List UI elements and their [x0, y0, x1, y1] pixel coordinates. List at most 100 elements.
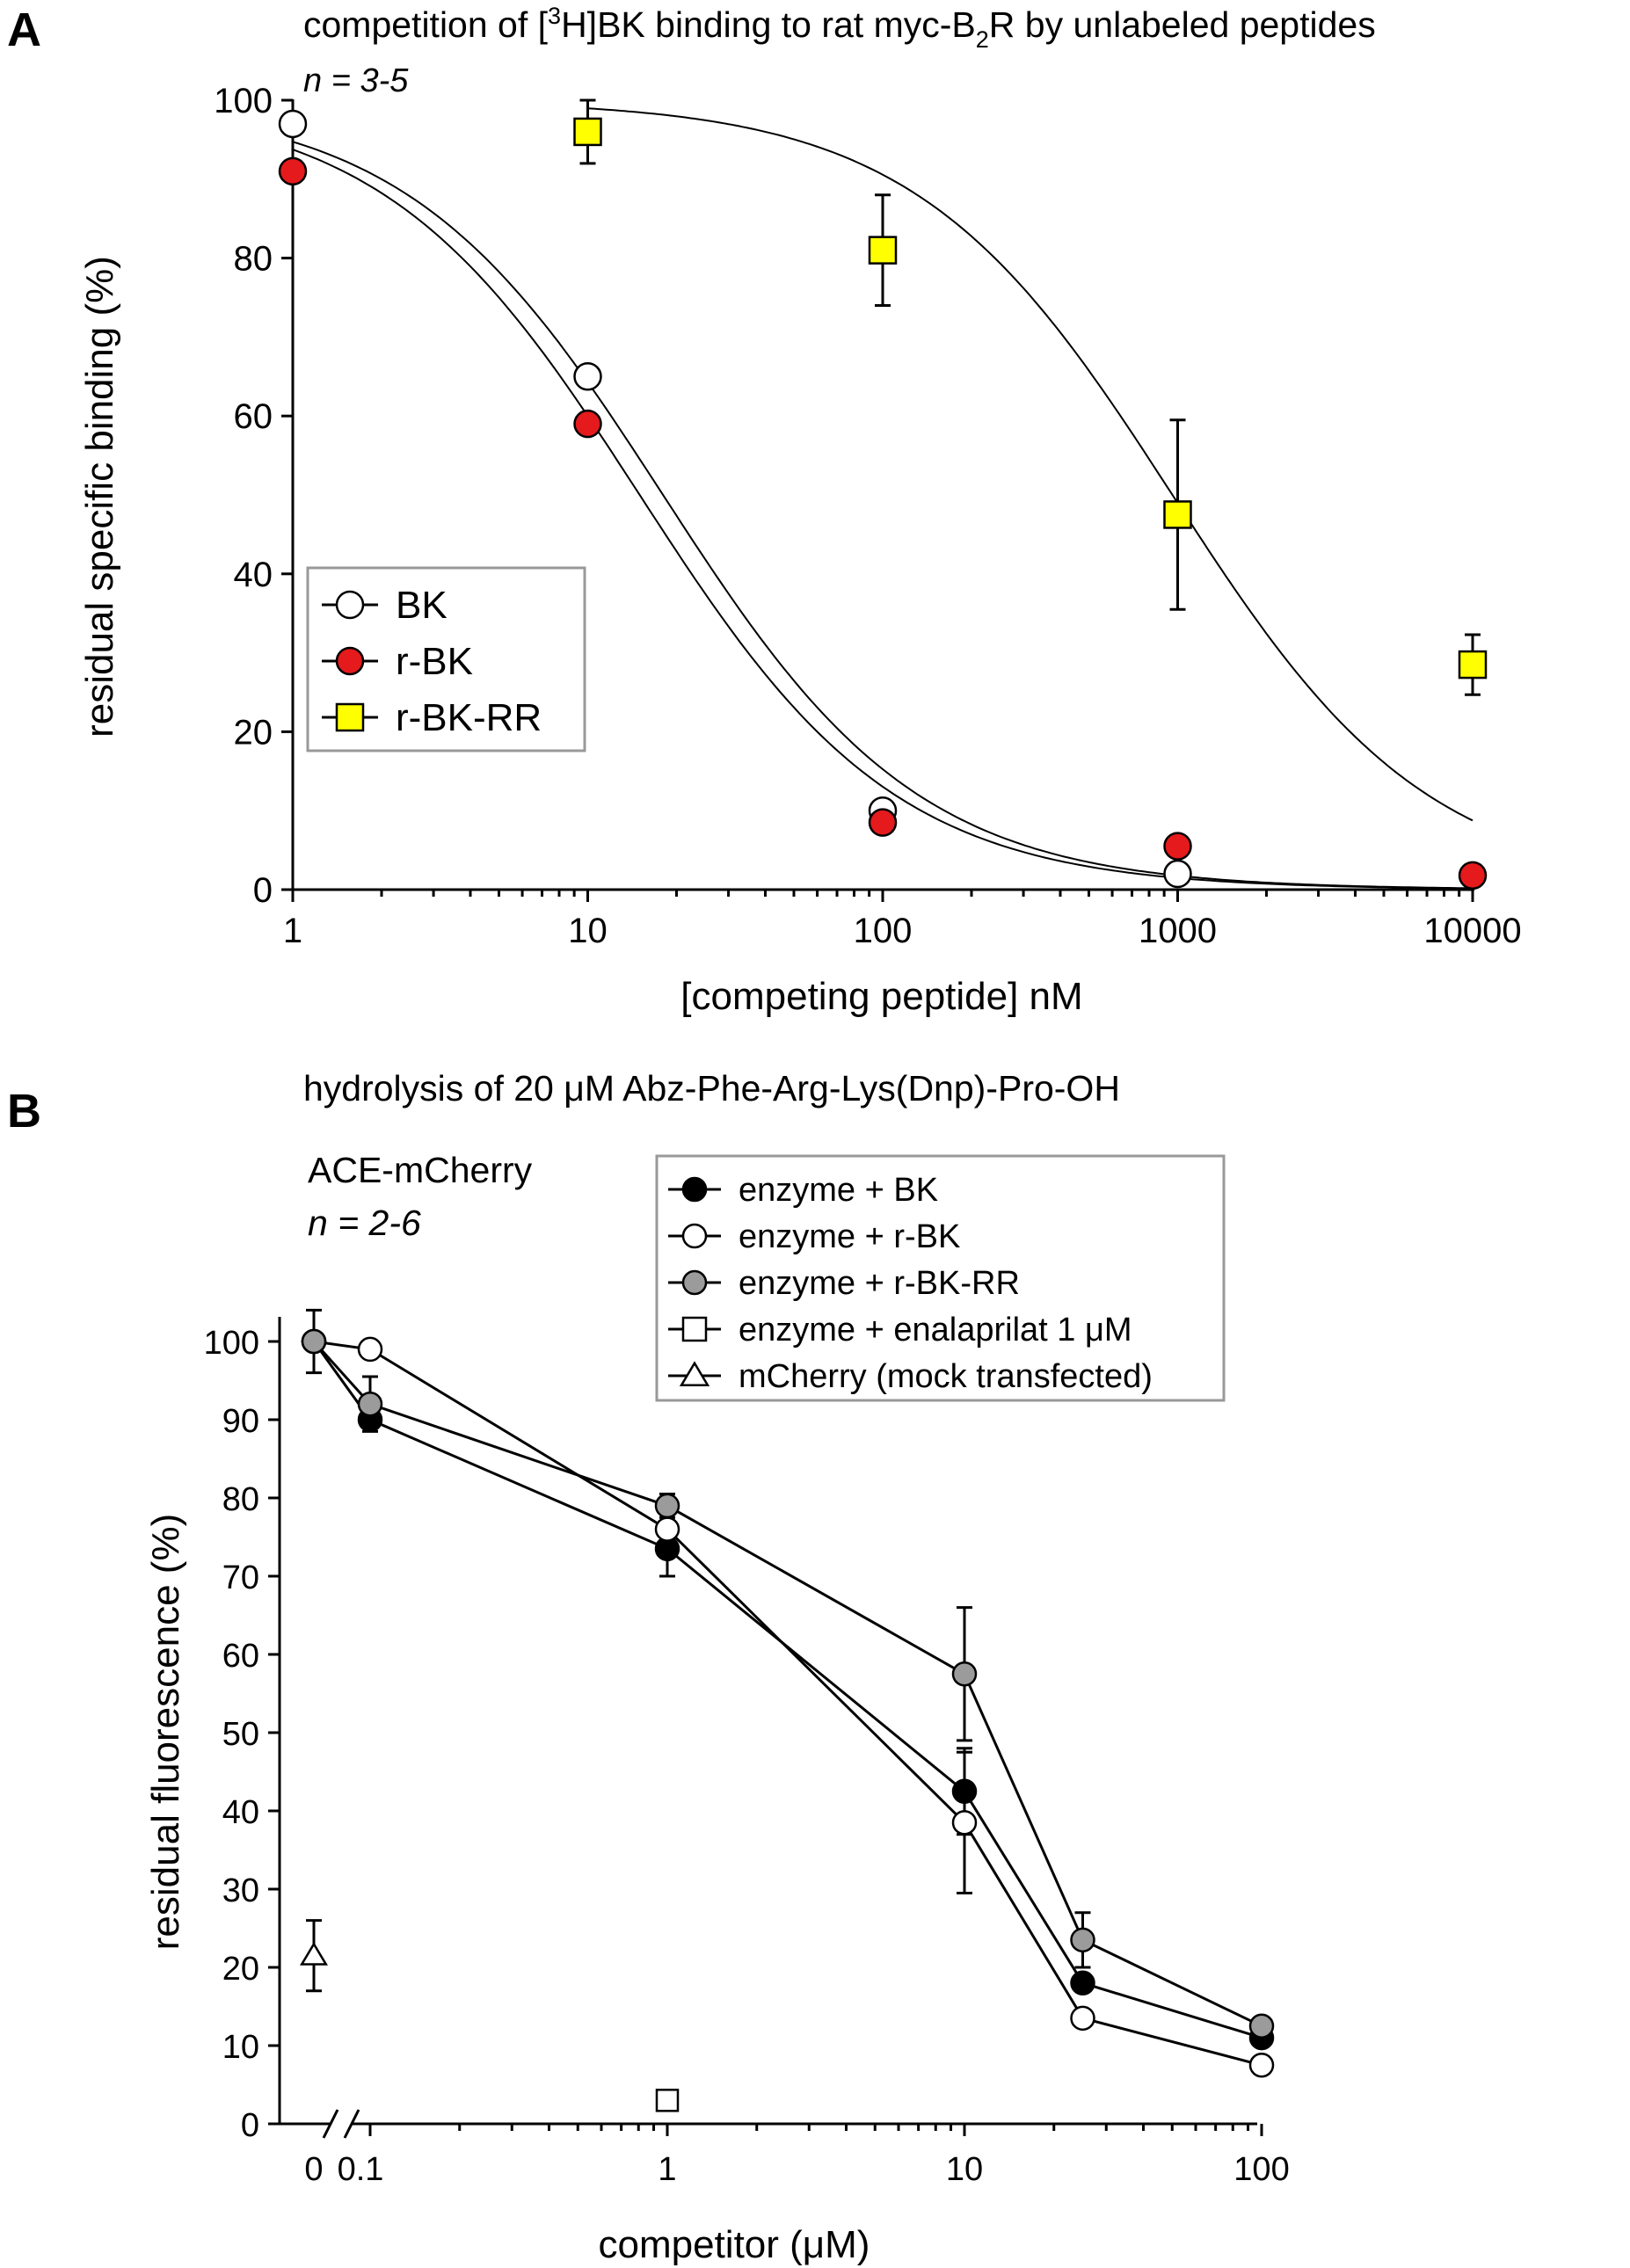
y-tick-label: 60 [222, 1638, 259, 1675]
panel-a-data-points [278, 109, 1488, 890]
panel-b-axis-break [322, 2109, 360, 2139]
fit-curve-r-bk [292, 149, 1474, 890]
data-point-enzyme-r-bk [951, 1810, 978, 1835]
legend-label: r-BK-RR [396, 696, 542, 739]
x-tick-label: 10 [946, 2151, 983, 2188]
legend-marker-bk [335, 590, 365, 620]
panel-b-legend-box [655, 1154, 1226, 1402]
y-tick-label: 0 [253, 871, 273, 910]
panel-a-title-sup: 3 [548, 3, 561, 29]
panel-a-error-bars [579, 98, 1481, 696]
data-point-enzyme-r-bk-rr [1248, 2013, 1275, 2039]
legend-label: enzyme + r-BK-RR [739, 1265, 1020, 1302]
panel-label-b: B [7, 1085, 41, 1138]
data-point-r-bk-rr [1163, 500, 1192, 529]
x-tick-label: 100 [1233, 2151, 1289, 2188]
panel-a-n-annotation: n = 3-5 [303, 62, 409, 99]
data-point-enzyme-r-bk-rr [357, 1391, 383, 1417]
panel-b-n-annotation: n = 2-6 [308, 1203, 421, 1243]
y-tick-label: 40 [222, 1794, 259, 1831]
panel-b-error-bars [306, 1308, 1091, 1993]
legend-marker-enzyme-r-bk [681, 1223, 708, 1249]
data-point-r-bk-rr [1458, 650, 1488, 680]
panel-b-annotation-enzyme: ACE-mCherry [308, 1150, 533, 1190]
y-tick-label: 30 [222, 1872, 259, 1909]
y-tick-label: 100 [214, 82, 273, 120]
data-point-bk [573, 362, 602, 391]
data-point-r-bk-rr [868, 236, 898, 265]
y-tick-label: 90 [222, 1403, 259, 1440]
legend-label: r-BK [396, 640, 473, 683]
panel-a-title-sub: 2 [976, 26, 989, 53]
x-tick-label: 100 [854, 912, 913, 950]
data-point-enzyme-bk [1070, 1970, 1095, 1996]
legend-marker-mcherry-mock-transfected [679, 1361, 710, 1386]
y-tick-label: 20 [234, 713, 273, 752]
series-line-enzyme-bk [312, 1341, 1263, 2039]
data-point-enzyme-r-bk-rr [654, 1493, 680, 1519]
legend-label: BK [396, 584, 448, 627]
y-tick-label: 80 [222, 1481, 259, 1518]
data-point-enzyme-r-bk-rr [301, 1328, 327, 1355]
legend-marker-enzyme-bk [681, 1176, 708, 1203]
data-point-r-bk [868, 808, 898, 837]
panel-label-a: A [7, 4, 41, 56]
fit-curve-r-bk-rr [587, 107, 1474, 822]
series-line-enzyme-r-bk-rr [312, 1340, 1263, 2028]
panel-a-title-part: competition of [ [303, 4, 549, 45]
panel-a-y-ticks: 0 20 40 60 80 100 [214, 82, 293, 910]
legend-marker-r-bk-rr [335, 702, 365, 732]
data-point-enzyme-r-bk-rr [1070, 1927, 1095, 1953]
data-point-enzyme-bk [951, 1778, 978, 1804]
data-point-r-bk [1163, 832, 1192, 861]
legend-label: mCherry (mock transfected) [739, 1358, 1153, 1395]
panel-b-axes [278, 1317, 1257, 2126]
y-tick-label: 70 [222, 1559, 259, 1596]
legend-label: enzyme + BK [739, 1172, 938, 1209]
x-tick-label: 10 [568, 912, 608, 950]
data-point-enzyme-r-bk [1248, 2053, 1275, 2078]
panel-a-x-axis-label: [competing peptide] nM [680, 975, 1082, 1018]
x-tick-label: 1000 [1139, 912, 1217, 950]
panel-a-title-part: R by unlabeled peptides [989, 4, 1376, 45]
panel-b-title: hydrolysis of 20 μM Abz-Phe-Arg-Lys(Dnp)… [303, 1068, 1120, 1109]
panel-b-y-ticks: 0 10 20 30 40 50 60 70 80 90 100 [204, 1325, 280, 2144]
panel-b-x-axis-label: competitor (μM) [599, 2223, 870, 2266]
data-point-r-bk [1458, 861, 1488, 890]
data-point-enzyme-r-bk [357, 1336, 383, 1363]
x-tick-label: 1 [283, 912, 302, 950]
panel-b-chart: hydrolysis of 20 μM Abz-Phe-Arg-Lys(Dnp)… [144, 1068, 1290, 2266]
data-point-bk [1163, 859, 1192, 889]
y-tick-label: 10 [222, 2029, 259, 2066]
x-tick-label: 10000 [1423, 912, 1521, 950]
data-point-enzyme-r-bk-rr [951, 1661, 978, 1687]
y-tick-label: 80 [234, 240, 273, 279]
y-tick-label: 100 [204, 1325, 259, 1362]
data-point-enzyme-enalaprilat-1-m [655, 2089, 680, 2112]
legend-marker-enzyme-enalaprilat-1-m [681, 1316, 708, 1342]
data-point-r-bk [573, 409, 602, 439]
panel-b-series-lines [312, 1340, 1263, 2067]
y-tick-label: 50 [222, 1716, 259, 1753]
legend-marker-r-bk [335, 646, 365, 676]
y-tick-label: 20 [222, 1951, 259, 1988]
panel-b-x-ticks: 0 0.1 1 10 100 [304, 2124, 1290, 2188]
panel-a-chart: competition of [3H]BK binding to rat myc… [78, 3, 1522, 1018]
legend-label: enzyme + r-BK [739, 1218, 960, 1255]
data-point-r-bk [278, 156, 308, 186]
data-point-enzyme-r-bk [1070, 2005, 1095, 2032]
panel-a-y-axis-label: residual specific binding (%) [78, 256, 121, 738]
panel-a-legend: BK r-BK r-BK-RR [306, 566, 586, 752]
legend-label: enzyme + enalaprilat 1 μM [739, 1312, 1132, 1348]
panel-b-data-points [299, 1328, 1275, 2112]
data-point-mcherry-mock-transfected [299, 1942, 329, 1966]
y-tick-label: 60 [234, 397, 273, 436]
fit-curve-bk [292, 141, 1474, 890]
panel-a-fit-curves [292, 107, 1474, 890]
panel-b-legend: enzyme + BK enzyme + r-BK enzyme + r-BK-RR… [655, 1154, 1226, 1402]
data-point-r-bk-rr [573, 117, 602, 147]
y-tick-label: 0 [241, 2107, 259, 2144]
y-tick-label: 40 [234, 556, 273, 594]
legend-marker-enzyme-r-bk-rr [681, 1269, 708, 1296]
